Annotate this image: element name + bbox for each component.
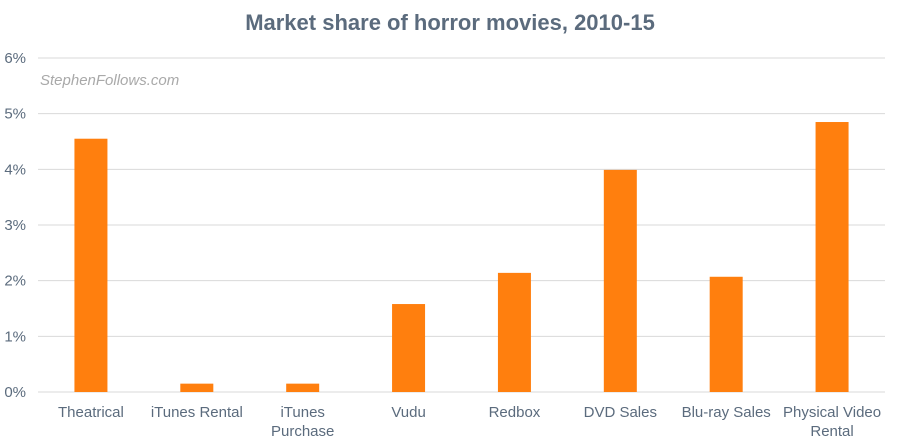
- bar: [286, 383, 320, 392]
- x-tick-label: DVD Sales: [584, 404, 657, 421]
- x-tick-label: iTunes Rental: [151, 404, 243, 421]
- x-tick-label: Redbox: [489, 404, 541, 421]
- chart-title: Market share of horror movies, 2010-15: [245, 10, 655, 35]
- x-tick-label: Rental: [810, 423, 853, 440]
- x-tick-label: Vudu: [391, 404, 425, 421]
- bar: [603, 169, 637, 392]
- bar: [180, 383, 214, 392]
- x-tick-label: Purchase: [271, 423, 334, 440]
- x-tick-label: Theatrical: [58, 404, 124, 421]
- y-tick-label: 2%: [4, 273, 26, 290]
- x-tick-label: iTunes: [280, 404, 324, 421]
- bar: [74, 138, 108, 392]
- bar: [392, 304, 426, 392]
- y-tick-label: 6%: [4, 50, 26, 67]
- y-tick-label: 1%: [4, 328, 26, 345]
- bar: [709, 276, 743, 392]
- x-tick-label: Blu-ray Sales: [682, 404, 771, 421]
- y-tick-label: 4%: [4, 161, 26, 178]
- y-axis-ticks: 0% 1% 2% 3% 4% 5% 6%: [4, 50, 26, 401]
- bars: [74, 122, 849, 393]
- y-tick-label: 0%: [4, 384, 26, 401]
- x-tick-label: Physical Video: [783, 404, 881, 421]
- bar: [815, 122, 849, 393]
- watermark: StephenFollows.com: [40, 72, 179, 89]
- y-tick-label: 3%: [4, 217, 26, 234]
- gridlines: [38, 57, 885, 393]
- bar: [497, 272, 531, 392]
- x-axis-ticks: Theatrical iTunes Rental iTunes Purchase Vud…: [58, 404, 881, 440]
- y-tick-label: 5%: [4, 106, 26, 123]
